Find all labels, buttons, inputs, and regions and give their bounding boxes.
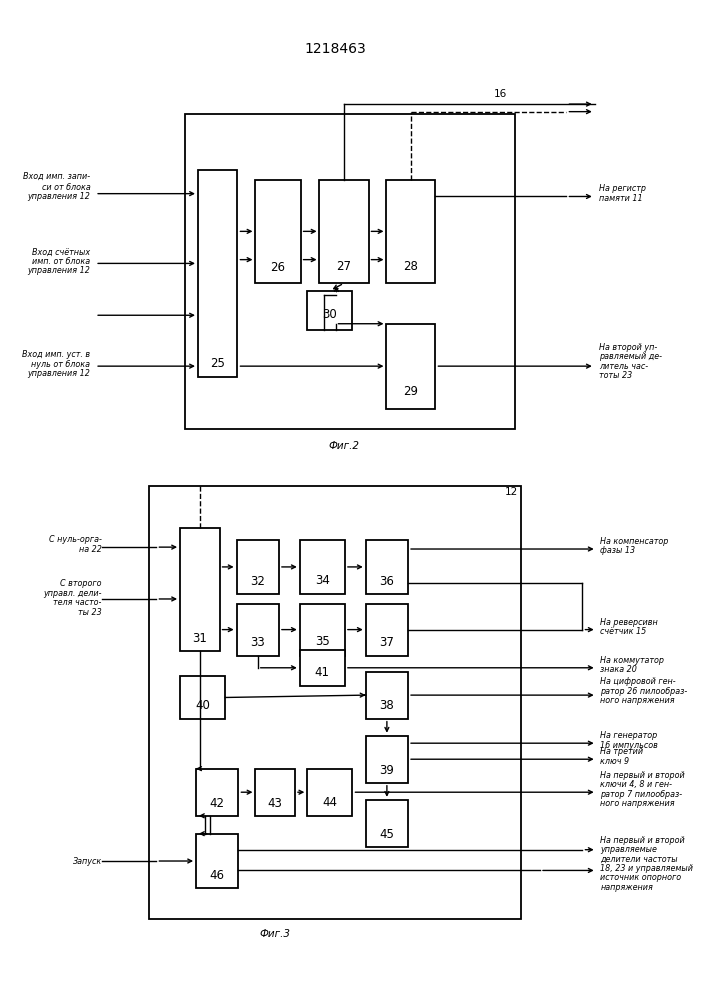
Bar — [237, 604, 279, 656]
Text: управления 12: управления 12 — [28, 369, 90, 378]
Text: 41: 41 — [315, 666, 330, 679]
Bar — [300, 540, 345, 594]
Text: 37: 37 — [380, 636, 395, 649]
Bar — [196, 834, 238, 888]
Text: фазы 13: фазы 13 — [600, 546, 636, 555]
Text: 34: 34 — [315, 574, 329, 587]
Bar — [308, 291, 353, 330]
Bar — [366, 604, 408, 656]
Text: На реверсивн: На реверсивн — [600, 618, 658, 627]
Text: Фиг.3: Фиг.3 — [259, 929, 291, 939]
Text: теля часто-: теля часто- — [53, 598, 102, 607]
Bar — [237, 540, 279, 594]
Bar — [366, 672, 408, 719]
Text: 46: 46 — [210, 869, 225, 882]
Text: На регистр: На регистр — [600, 184, 646, 193]
Text: На первый и второй: На первый и второй — [600, 836, 685, 845]
Text: 30: 30 — [322, 308, 337, 321]
Text: На цифровой ген-: На цифровой ген- — [600, 677, 676, 686]
Text: напряжения: напряжения — [600, 883, 653, 892]
Text: 31: 31 — [192, 632, 207, 645]
Bar — [366, 736, 408, 783]
Bar — [180, 528, 220, 651]
Text: ключ 9: ключ 9 — [600, 757, 629, 766]
Text: ного напряжения: ного напряжения — [600, 799, 675, 808]
Text: 44: 44 — [322, 796, 337, 809]
Text: памяти 11: памяти 11 — [600, 194, 643, 203]
Text: 43: 43 — [268, 797, 283, 810]
Text: С второго: С второго — [60, 579, 102, 588]
Text: ратор 26 пилообраз-: ратор 26 пилообраз- — [600, 687, 688, 696]
Text: 45: 45 — [380, 828, 395, 841]
Text: На коммутатор: На коммутатор — [600, 656, 665, 665]
Text: Запуск: Запуск — [73, 857, 102, 866]
Text: На третий: На третий — [600, 747, 643, 756]
Bar — [387, 324, 436, 409]
Text: равляемый де-: равляемый де- — [600, 352, 662, 361]
Bar — [255, 180, 300, 283]
Bar — [308, 769, 353, 816]
Text: 42: 42 — [210, 797, 225, 810]
Text: 27: 27 — [337, 260, 351, 273]
Text: На генератор: На генератор — [600, 731, 658, 740]
Text: На второй уп-: На второй уп- — [600, 343, 658, 352]
Text: Вход имп. запи-: Вход имп. запи- — [23, 172, 90, 181]
Text: 33: 33 — [250, 636, 265, 649]
Text: 35: 35 — [315, 635, 329, 648]
Text: 25: 25 — [210, 357, 225, 370]
Bar — [180, 676, 226, 719]
Text: Вход счётных: Вход счётных — [33, 248, 90, 257]
Text: ты 23: ты 23 — [78, 608, 102, 617]
Text: На первый и второй: На первый и второй — [600, 771, 685, 780]
Text: 16: 16 — [494, 89, 507, 99]
Bar — [387, 180, 436, 283]
Text: 28: 28 — [404, 260, 419, 273]
Text: 26: 26 — [271, 261, 286, 274]
Bar — [300, 604, 345, 656]
Text: нуль от блока: нуль от блока — [31, 360, 90, 369]
Text: источник опорного: источник опорного — [600, 873, 682, 882]
Text: 29: 29 — [404, 385, 419, 398]
Bar — [149, 486, 521, 919]
Text: си от блока: си от блока — [42, 183, 90, 192]
Text: Фиг.2: Фиг.2 — [329, 441, 359, 451]
Text: На компенсатор: На компенсатор — [600, 537, 669, 546]
Text: 38: 38 — [380, 699, 395, 712]
Text: управления 12: управления 12 — [28, 192, 90, 201]
Text: 40: 40 — [195, 699, 210, 712]
Bar — [300, 650, 345, 686]
Text: управляемые: управляемые — [600, 845, 658, 854]
Text: счётчик 15: счётчик 15 — [600, 627, 647, 636]
Bar — [185, 114, 515, 429]
Text: ратор 7 пилообраз-: ратор 7 пилообраз- — [600, 790, 682, 799]
Text: ключи 4, 8 и ген-: ключи 4, 8 и ген- — [600, 780, 672, 789]
Text: ного напряжения: ного напряжения — [600, 696, 675, 705]
Text: тоты 23: тоты 23 — [600, 371, 633, 380]
Text: 39: 39 — [380, 764, 395, 777]
Bar — [366, 800, 408, 847]
Bar — [320, 180, 368, 283]
Bar — [196, 769, 238, 816]
Text: 32: 32 — [250, 575, 265, 588]
Text: управления 12: управления 12 — [28, 266, 90, 275]
Bar — [366, 540, 408, 594]
Text: на 22: на 22 — [79, 545, 102, 554]
Text: управл. дели-: управл. дели- — [43, 589, 102, 598]
Bar — [198, 170, 238, 377]
Bar — [255, 769, 295, 816]
Text: 1218463: 1218463 — [305, 42, 366, 56]
Text: делители частоты: делители частоты — [600, 855, 678, 864]
Text: литель час-: литель час- — [600, 362, 648, 371]
Text: Вход имп. уст. в: Вход имп. уст. в — [23, 350, 90, 359]
Text: 16 импульсов: 16 импульсов — [600, 741, 658, 750]
Text: 18, 23 и управляемый: 18, 23 и управляемый — [600, 864, 694, 873]
Text: 12: 12 — [506, 487, 518, 497]
Text: имп. от блока: имп. от блока — [33, 257, 90, 266]
Text: С нуль-орга-: С нуль-орга- — [49, 535, 102, 544]
Text: 36: 36 — [380, 575, 395, 588]
Text: знака 20: знака 20 — [600, 665, 637, 674]
